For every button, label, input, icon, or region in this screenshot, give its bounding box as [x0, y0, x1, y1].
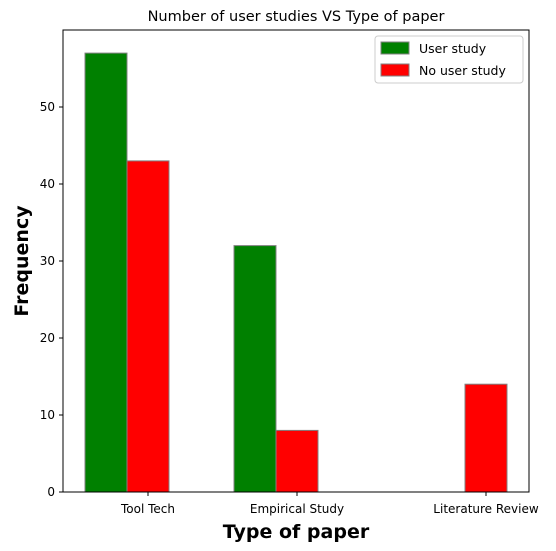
x-tick-label: Tool Tech — [120, 502, 175, 516]
y-axis-label: Frequency — [11, 205, 33, 317]
bars-group — [84, 52, 508, 493]
x-tick-label: Empirical Study — [250, 502, 344, 516]
x-axis-label: Type of paper — [223, 521, 370, 543]
legend-box — [374, 35, 524, 84]
y-tick-label: 50 — [40, 100, 55, 114]
y-tick-label: 30 — [40, 254, 55, 268]
y-tick-label: 10 — [40, 408, 55, 422]
legend-swatch-no-user-study — [380, 63, 410, 77]
legend: User study No user study — [374, 35, 524, 84]
bar-user-study-tool-tech — [84, 52, 128, 493]
y-tick-label: 40 — [40, 177, 55, 191]
bar-no-user-study-tool-tech — [126, 160, 170, 493]
chart-title: Number of user studies VS Type of paper — [148, 9, 445, 25]
y-axis: 0 10 20 30 40 50 — [40, 100, 63, 499]
bar-user-study-empirical-study — [233, 245, 277, 493]
legend-swatch-user-study — [380, 41, 410, 55]
x-tick-label: Literature Review — [433, 502, 539, 516]
legend-label-no-user-study: No user study — [419, 63, 506, 78]
bar-no-user-study-empirical-study — [275, 429, 319, 493]
x-axis: Tool Tech Empirical Study Literature Revie… — [120, 492, 539, 516]
y-tick-label: 0 — [47, 485, 55, 499]
legend-label-user-study: User study — [419, 41, 487, 56]
bar-no-user-study-literature-review — [464, 383, 508, 493]
y-tick-label: 20 — [40, 331, 55, 345]
